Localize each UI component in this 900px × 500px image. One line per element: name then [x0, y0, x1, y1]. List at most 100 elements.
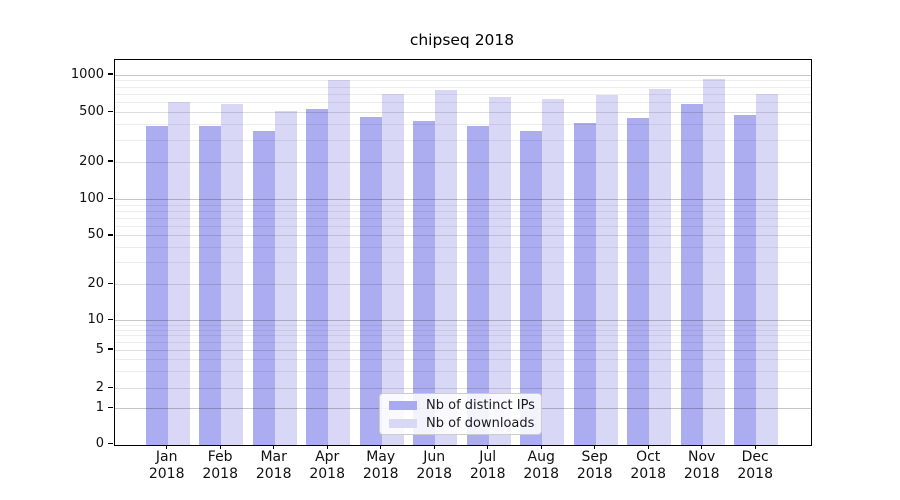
y-tick-label-500: 500 — [79, 104, 104, 119]
x-label-month: Dec — [741, 449, 769, 465]
bar-distinct-ips-dec — [734, 115, 757, 445]
bar-distinct-ips-may — [359, 117, 382, 445]
x-label-year: 2018 — [630, 465, 666, 482]
x-label-month: Jul — [479, 449, 497, 465]
y-tick-50 — [108, 234, 113, 236]
gridline-y-500 — [115, 112, 811, 113]
x-label-month: May — [366, 449, 396, 465]
x-label-month: Jan — [155, 449, 178, 465]
bar-distinct-ips-aug — [520, 131, 543, 445]
x-label-year: 2018 — [469, 465, 506, 482]
x-label-year: 2018 — [576, 465, 613, 482]
x-tick-label-nov: Nov 2018 — [675, 449, 729, 482]
y-tick-label-1: 1 — [95, 400, 104, 415]
legend-label-downloads: Nb of downloads — [426, 415, 535, 431]
bar-distinct-ips-feb — [199, 126, 222, 445]
x-tick-label-mar: Mar 2018 — [247, 449, 301, 482]
x-tick-label-jun: Jun 2018 — [407, 449, 461, 482]
bar-downloads-aug — [542, 99, 565, 445]
x-tick-label-may: May 2018 — [354, 449, 408, 482]
gridline-y-900 — [115, 80, 811, 82]
plot-area — [114, 59, 812, 446]
x-label-month: Nov — [688, 449, 716, 465]
y-tick-5 — [108, 348, 113, 350]
x-tick-jan — [166, 445, 168, 449]
x-label-month: Sep — [581, 449, 608, 465]
x-label-month: Apr — [315, 449, 340, 465]
y-tick-label-10: 10 — [87, 312, 104, 327]
x-tick-jun — [433, 445, 435, 449]
y-tick-500 — [108, 110, 113, 113]
gridline-y-80 — [115, 210, 811, 212]
y-tick-0 — [108, 442, 113, 445]
x-label-year: 2018 — [683, 465, 720, 482]
gridline-y-400 — [115, 124, 811, 125]
bar-distinct-ips-nov — [680, 103, 703, 445]
gridline-y-90 — [115, 204, 811, 206]
gridline-y-4 — [115, 358, 811, 360]
gridline-y-30 — [115, 262, 811, 264]
bar-distinct-ips-sep — [573, 122, 596, 445]
x-tick-label-dec: Dec 2018 — [728, 449, 782, 482]
x-tick-dec — [754, 445, 756, 449]
x-label-month: Aug — [527, 449, 555, 465]
legend-label-distinct-ips: Nb of distinct IPs — [426, 397, 535, 413]
gridline-y-40 — [115, 247, 811, 249]
x-tick-label-apr: Apr 2018 — [300, 449, 354, 482]
legend: Nb of distinct IPs Nb of downloads — [379, 393, 542, 435]
x-tick-label-oct: Oct 2018 — [621, 449, 675, 482]
x-tick-aug — [540, 445, 542, 449]
gridline-y-60 — [115, 225, 811, 227]
bar-downloads-oct — [649, 89, 672, 445]
y-tick-label-2: 2 — [95, 380, 104, 395]
x-label-year: 2018 — [737, 465, 773, 482]
x-label-year: 2018 — [202, 465, 238, 482]
bar-distinct-ips-mar — [252, 131, 275, 445]
bar-downloads-feb — [221, 104, 244, 445]
bar-downloads-jul — [488, 97, 511, 445]
x-label-month: Feb — [207, 449, 233, 465]
legend-swatch-distinct-ips-icon — [389, 400, 417, 410]
bar-downloads-may — [381, 94, 404, 445]
bar-downloads-jan — [167, 102, 190, 445]
gridline-y-1000 — [115, 74, 811, 76]
bar-downloads-jun — [435, 90, 458, 445]
y-tick-2 — [108, 386, 113, 389]
gridline-y-6 — [115, 341, 811, 343]
x-label-year: 2018 — [309, 465, 345, 482]
bar-downloads-mar — [274, 111, 297, 445]
gridline-y-300 — [115, 139, 811, 141]
x-tick-nov — [701, 445, 703, 449]
y-tick-label-0: 0 — [95, 436, 104, 451]
x-label-month: Jun — [423, 449, 446, 465]
y-tick-1000 — [108, 73, 113, 75]
y-tick-1 — [108, 406, 113, 409]
gridline-y-200 — [115, 161, 811, 163]
x-tick-oct — [647, 445, 649, 449]
x-tick-mar — [273, 445, 275, 449]
x-tick-label-sep: Sep 2018 — [568, 449, 622, 482]
x-tick-label-aug: Aug 2018 — [514, 449, 568, 482]
gridline-y-5 — [115, 349, 811, 351]
bar-distinct-ips-jul — [466, 126, 489, 445]
legend-entry-downloads: Nb of downloads — [389, 416, 541, 431]
y-tick-10 — [108, 318, 113, 321]
y-tick-20 — [108, 282, 113, 284]
x-tick-label-jul: Jul 2018 — [461, 449, 515, 482]
gridline-y-800 — [115, 86, 811, 88]
x-label-year: 2018 — [362, 465, 399, 482]
gridline-y-70 — [115, 217, 811, 219]
chart-title: chipseq 2018 — [409, 31, 515, 49]
y-tick-label-200: 200 — [79, 153, 104, 169]
y-tick-label-5: 5 — [95, 341, 104, 357]
x-label-year: 2018 — [255, 465, 292, 482]
x-tick-apr — [326, 445, 328, 449]
y-tick-100 — [108, 197, 113, 200]
x-tick-feb — [219, 445, 221, 449]
bar-distinct-ips-apr — [306, 108, 329, 445]
y-tick-label-1000: 1000 — [70, 66, 104, 82]
x-tick-label-feb: Feb 2018 — [193, 449, 247, 482]
legend-swatch-downloads-icon — [389, 418, 417, 428]
gridline-y-3 — [115, 371, 811, 372]
